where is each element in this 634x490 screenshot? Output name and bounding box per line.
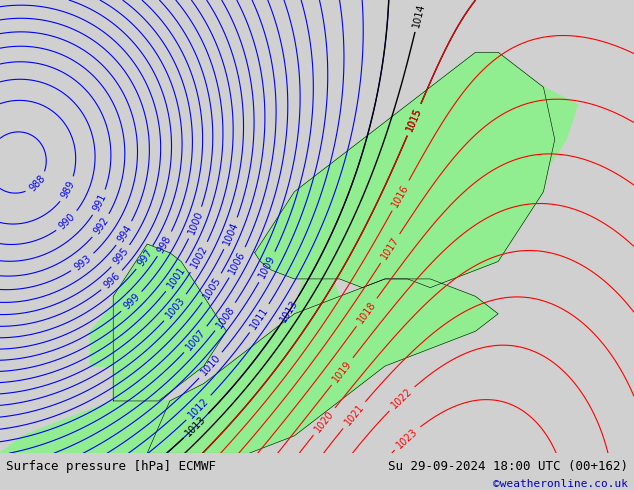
Text: 1015: 1015	[404, 106, 424, 133]
Text: 1012: 1012	[186, 395, 211, 420]
Text: 999: 999	[122, 292, 142, 312]
Text: 1021: 1021	[342, 402, 366, 428]
Polygon shape	[113, 244, 226, 401]
Text: 992: 992	[92, 216, 111, 236]
Text: 989: 989	[59, 179, 77, 200]
Text: 1000: 1000	[186, 210, 205, 236]
Text: 1009: 1009	[257, 254, 277, 280]
Text: 1002: 1002	[189, 244, 210, 270]
Polygon shape	[91, 305, 136, 366]
Text: 991: 991	[91, 192, 108, 213]
Text: 990: 990	[57, 211, 77, 231]
Text: 998: 998	[156, 234, 174, 254]
Text: 993: 993	[72, 253, 93, 272]
Text: 1011: 1011	[249, 305, 271, 331]
Text: 994: 994	[115, 223, 134, 244]
Text: 995: 995	[111, 246, 131, 267]
Text: 1005: 1005	[201, 275, 223, 301]
Text: 1017: 1017	[379, 236, 401, 262]
Polygon shape	[294, 270, 340, 314]
Text: 1013: 1013	[184, 414, 208, 438]
Text: 1004: 1004	[221, 220, 240, 246]
Text: 1022: 1022	[389, 387, 414, 411]
Text: 1008: 1008	[214, 304, 236, 330]
Text: 1006: 1006	[228, 249, 248, 276]
Text: 1003: 1003	[164, 295, 187, 320]
Text: 1014: 1014	[411, 2, 427, 28]
Text: 1020: 1020	[313, 409, 336, 434]
Text: Su 29-09-2024 18:00 UTC (00+162): Su 29-09-2024 18:00 UTC (00+162)	[387, 460, 628, 473]
Text: 1010: 1010	[199, 353, 223, 378]
Text: 996: 996	[102, 270, 122, 291]
Text: Surface pressure [hPa] ECMWF: Surface pressure [hPa] ECMWF	[6, 460, 216, 473]
Text: 1019: 1019	[331, 359, 354, 384]
Text: 988: 988	[27, 173, 47, 194]
Polygon shape	[147, 279, 498, 453]
Polygon shape	[0, 401, 249, 453]
Text: 997: 997	[136, 247, 154, 268]
Text: 1016: 1016	[391, 182, 411, 209]
Text: 1015: 1015	[404, 106, 424, 133]
Text: 1001: 1001	[165, 265, 187, 290]
Text: 1018: 1018	[356, 299, 378, 325]
Text: 1023: 1023	[394, 426, 420, 450]
Text: ©weatheronline.co.uk: ©weatheronline.co.uk	[493, 480, 628, 490]
Polygon shape	[255, 52, 555, 288]
Text: 1007: 1007	[184, 327, 207, 352]
Text: 1013: 1013	[278, 298, 301, 324]
Polygon shape	[453, 87, 578, 226]
